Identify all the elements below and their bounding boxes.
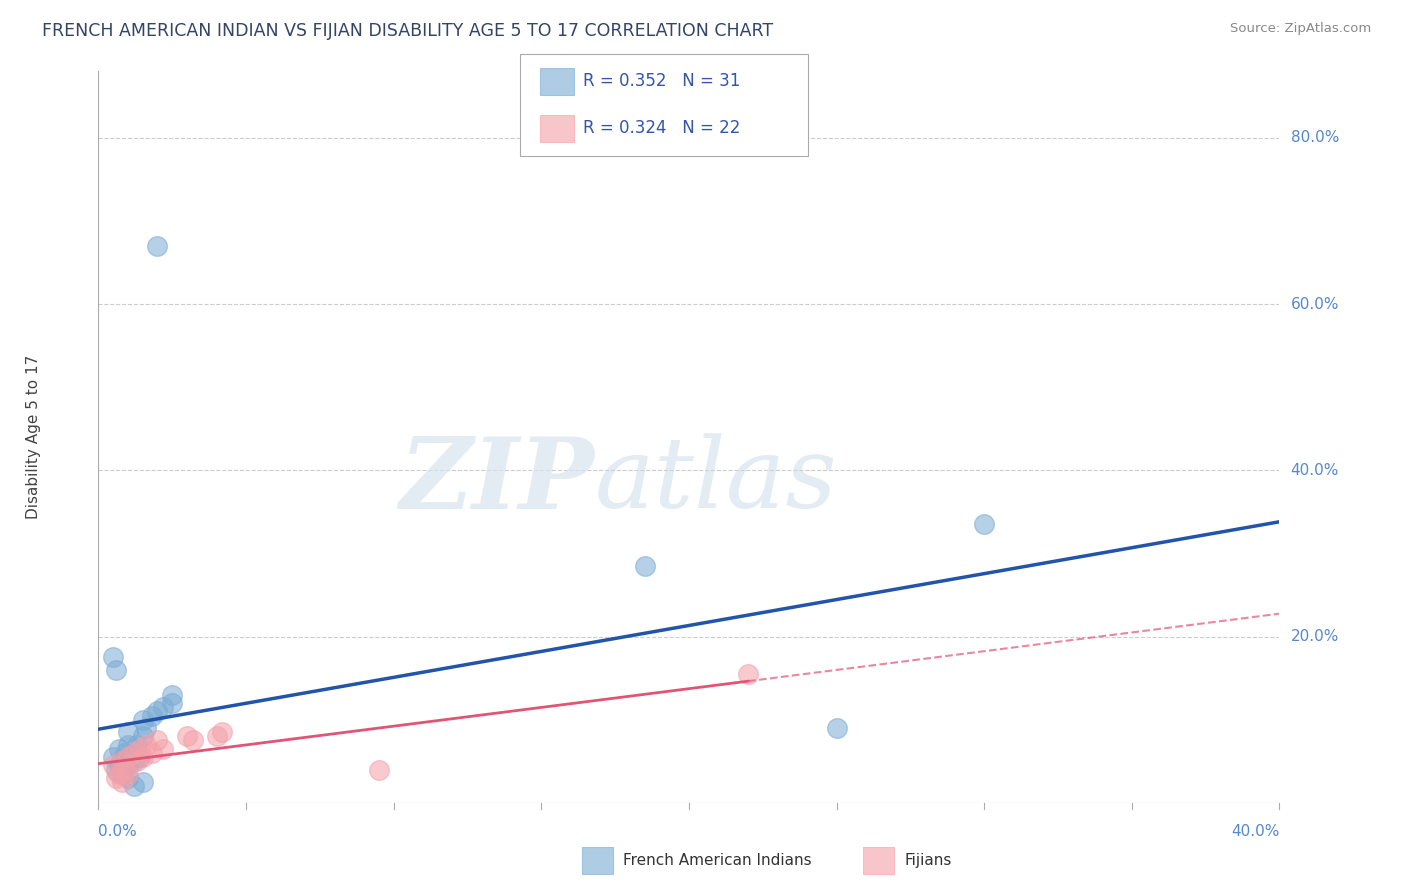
Point <box>162 688 183 702</box>
Point <box>128 750 150 764</box>
Point <box>211 725 233 739</box>
Point <box>162 696 183 710</box>
Point <box>111 775 134 789</box>
Point <box>825 721 848 735</box>
Point <box>633 558 655 573</box>
Text: French American Indians: French American Indians <box>623 854 811 868</box>
Text: FRENCH AMERICAN INDIAN VS FIJIAN DISABILITY AGE 5 TO 17 CORRELATION CHART: FRENCH AMERICAN INDIAN VS FIJIAN DISABIL… <box>42 22 773 40</box>
Text: 80.0%: 80.0% <box>1291 130 1339 145</box>
Point <box>111 754 134 768</box>
Point <box>135 738 157 752</box>
Point <box>111 766 134 780</box>
Text: 40.0%: 40.0% <box>1232 823 1279 838</box>
Point <box>111 754 134 768</box>
Point <box>122 746 145 760</box>
Point <box>117 758 139 772</box>
Point <box>117 725 139 739</box>
Point <box>125 754 148 768</box>
Text: Source: ZipAtlas.com: Source: ZipAtlas.com <box>1230 22 1371 36</box>
Point <box>105 763 128 777</box>
Point <box>108 766 131 780</box>
Point <box>105 663 128 677</box>
Point <box>114 746 136 760</box>
Point <box>125 738 148 752</box>
Point <box>368 763 391 777</box>
Text: 40.0%: 40.0% <box>1291 463 1339 478</box>
Point <box>152 700 174 714</box>
Point <box>146 733 169 747</box>
Point <box>103 750 125 764</box>
Text: atlas: atlas <box>595 434 837 529</box>
Point <box>132 750 155 764</box>
Point <box>152 741 174 756</box>
Point <box>146 705 169 719</box>
Point <box>973 517 995 532</box>
Point <box>114 763 136 777</box>
Point <box>132 729 155 743</box>
Point <box>105 771 128 785</box>
Point <box>103 650 125 665</box>
Point <box>132 775 155 789</box>
Point <box>205 729 228 743</box>
Point <box>176 729 198 743</box>
Point <box>117 738 139 752</box>
Point <box>141 746 163 760</box>
Point <box>117 750 139 764</box>
Point <box>122 779 145 793</box>
Text: R = 0.352   N = 31: R = 0.352 N = 31 <box>583 72 741 90</box>
Point <box>146 239 169 253</box>
Point <box>117 771 139 785</box>
Text: 20.0%: 20.0% <box>1291 629 1339 644</box>
Point <box>181 733 204 747</box>
Text: R = 0.324   N = 22: R = 0.324 N = 22 <box>583 120 741 137</box>
Point <box>132 713 155 727</box>
Point <box>108 758 131 772</box>
Text: 60.0%: 60.0% <box>1291 297 1339 311</box>
Text: Fijians: Fijians <box>904 854 952 868</box>
Point <box>737 667 759 681</box>
Point <box>108 741 131 756</box>
Point <box>117 766 139 780</box>
Point <box>135 721 157 735</box>
Text: ZIP: ZIP <box>399 433 595 529</box>
Point <box>122 754 145 768</box>
Text: 0.0%: 0.0% <box>98 823 138 838</box>
Point <box>122 746 145 760</box>
Point <box>103 758 125 772</box>
Text: Disability Age 5 to 17: Disability Age 5 to 17 <box>25 355 41 519</box>
Point <box>128 741 150 756</box>
Point <box>141 708 163 723</box>
